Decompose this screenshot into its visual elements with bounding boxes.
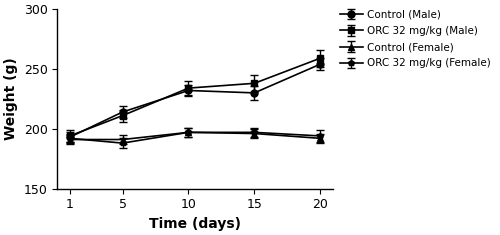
Y-axis label: Weight (g): Weight (g) <box>4 58 18 140</box>
X-axis label: Time (days): Time (days) <box>149 217 241 231</box>
Legend: Control (Male), ORC 32 mg/kg (Male), Control (Female), ORC 32 mg/kg (Female): Control (Male), ORC 32 mg/kg (Male), Con… <box>336 6 494 73</box>
